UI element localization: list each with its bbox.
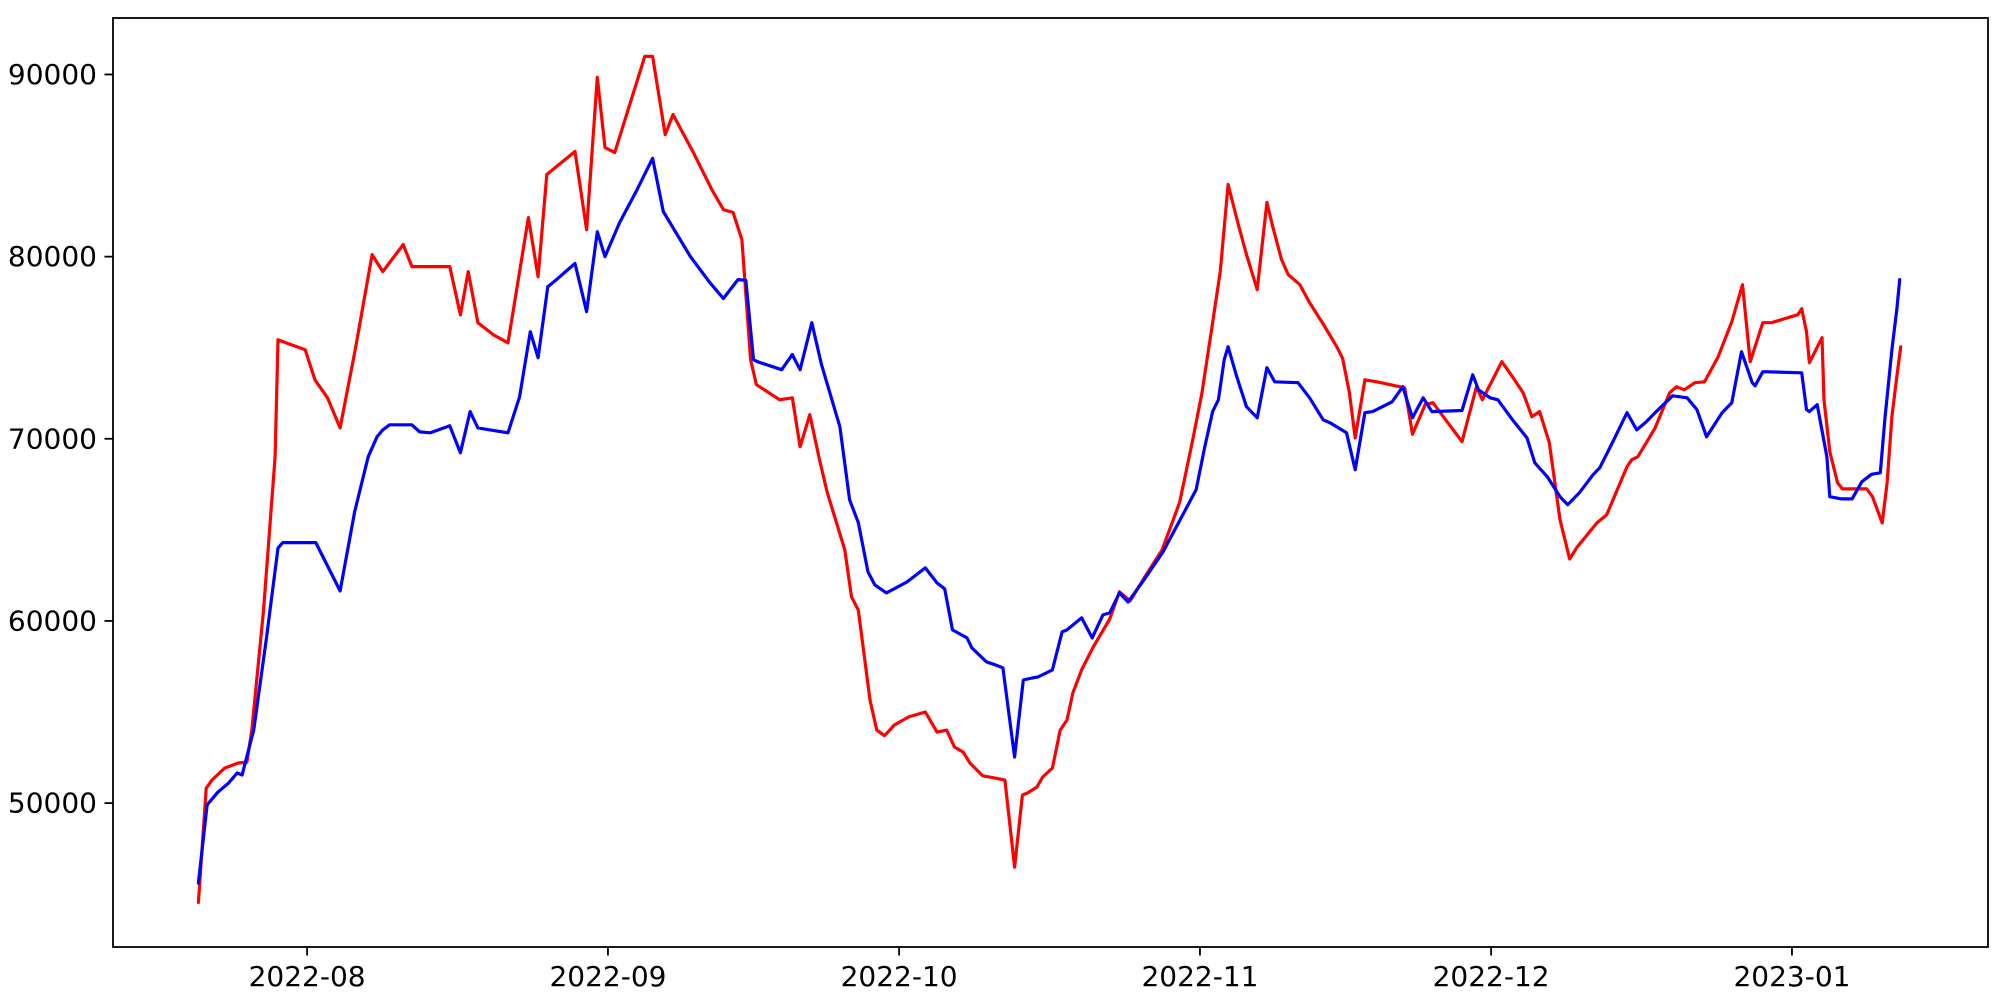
y-axis-tick-label: 60000 [8,604,97,637]
x-axis-tick-label: 2022-12 [1433,960,1550,993]
y-axis-tick-label: 80000 [8,240,97,273]
red-series-line [196,54,1903,905]
x-axis-tick-label: 2023-01 [1733,960,1850,993]
x-axis-tick-label: 2022-10 [841,960,958,993]
y-axis-tick-label: 50000 [8,787,97,820]
blue-series-line [196,156,1902,885]
y-axis-tick-label: 70000 [8,422,97,455]
x-axis-tick-label: 2022-09 [549,960,666,993]
plot-frame [112,17,1989,948]
x-axis-tick-label: 2022-08 [249,960,366,993]
y-axis-tick-label: 90000 [8,58,97,91]
x-axis-tick-label: 2022-11 [1141,960,1258,993]
